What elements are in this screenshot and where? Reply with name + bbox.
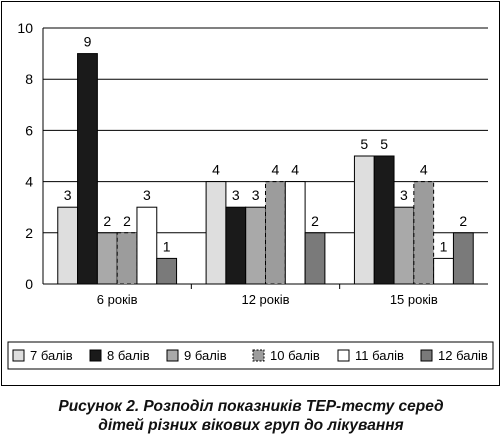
caption-line-1: Рисунок 2. Розподіл показників ТЕР-тесту… xyxy=(58,398,444,415)
data-label: 3 xyxy=(232,187,240,203)
bar xyxy=(136,206,158,285)
x-tick-label: 15 років xyxy=(390,292,438,307)
data-label: 2 xyxy=(103,213,111,229)
bar xyxy=(205,181,227,285)
data-label: 5 xyxy=(360,136,368,152)
data-label: 3 xyxy=(64,187,72,203)
data-label: 2 xyxy=(311,213,319,229)
data-label: 1 xyxy=(163,238,171,254)
data-label: 2 xyxy=(459,213,467,229)
bar xyxy=(245,206,266,285)
legend-swatch xyxy=(337,349,350,362)
legend-swatch xyxy=(252,349,265,362)
bar xyxy=(265,181,286,285)
data-label: 4 xyxy=(291,162,299,178)
data-label: 4 xyxy=(272,162,280,178)
y-tick-label: 4 xyxy=(25,174,33,190)
data-label: 1 xyxy=(440,238,448,254)
data-label: 3 xyxy=(252,187,260,203)
data-label: 4 xyxy=(420,162,428,178)
figure-caption: Рисунок 2. Розподіл показників ТЕР-тесту… xyxy=(0,397,502,435)
legend-label: 12 балів xyxy=(438,348,488,363)
bar xyxy=(156,257,178,285)
legend-label: 8 балів xyxy=(107,348,150,363)
bar xyxy=(393,206,415,285)
data-label: 9 xyxy=(84,34,92,50)
data-label: 2 xyxy=(123,213,131,229)
legend-label: 7 балів xyxy=(30,348,73,363)
data-label: 3 xyxy=(143,187,151,203)
data-label: 4 xyxy=(212,162,220,178)
legend-swatch xyxy=(166,349,179,362)
data-label: 5 xyxy=(380,136,388,152)
bar xyxy=(413,181,435,285)
bar xyxy=(353,155,375,285)
bar xyxy=(57,206,79,285)
bar xyxy=(225,206,247,285)
legend-swatch xyxy=(12,349,25,362)
y-tick-label: 10 xyxy=(17,20,33,36)
x-tick-label: 6 років xyxy=(97,292,138,307)
x-tick-label: 12 років xyxy=(241,292,289,307)
y-tick-label: 2 xyxy=(25,225,33,241)
legend-label: 9 балів xyxy=(184,348,227,363)
legend-label: 10 балів xyxy=(270,348,320,363)
bar xyxy=(373,155,395,285)
bar xyxy=(304,232,326,285)
bar xyxy=(284,181,306,285)
y-tick-label: 8 xyxy=(25,71,33,87)
caption-line-2: дітей різних вікових груп до лікування xyxy=(98,417,404,434)
legend-label: 11 балів xyxy=(355,348,404,363)
bar xyxy=(452,232,474,285)
y-tick-label: 6 xyxy=(25,122,33,138)
bar xyxy=(116,232,138,285)
bar xyxy=(96,232,118,285)
legend-swatch xyxy=(89,349,102,362)
y-tick-label: 0 xyxy=(25,276,33,292)
legend xyxy=(7,341,494,370)
data-label: 3 xyxy=(400,187,408,203)
bar xyxy=(433,257,454,285)
legend-swatch xyxy=(420,349,433,362)
bar xyxy=(77,53,98,285)
